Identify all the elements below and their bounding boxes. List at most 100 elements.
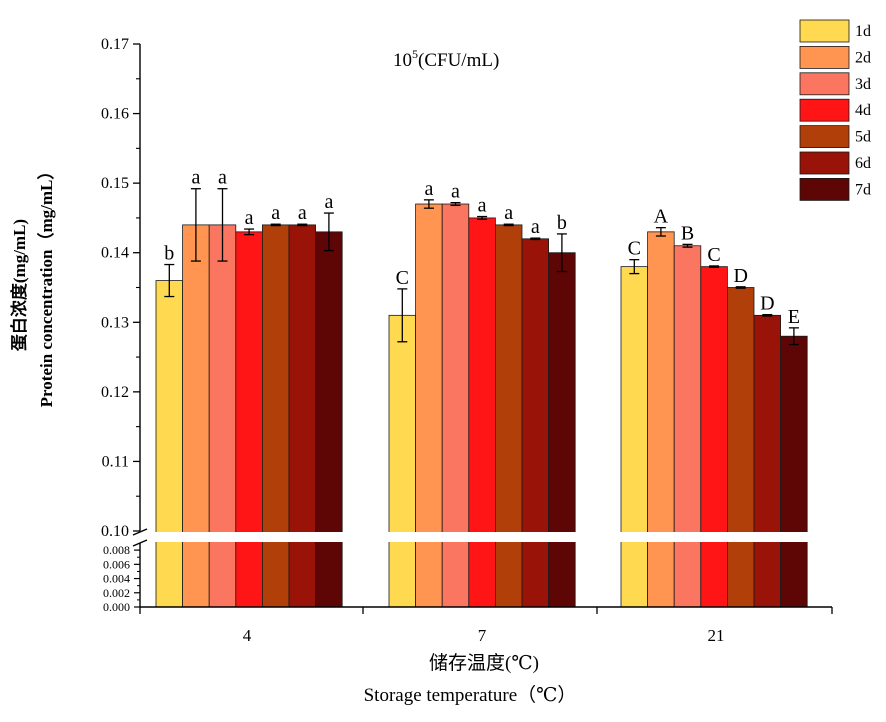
x-tick-label: 7 (478, 626, 487, 645)
bar (468, 217, 496, 608)
bar (673, 245, 702, 608)
bar (208, 224, 237, 608)
error-bar (629, 259, 640, 275)
y-axis-label-en: Protein concentration（mg/mL） (36, 163, 56, 408)
y-tick-label: 0.16 (101, 106, 129, 123)
bar (182, 224, 210, 608)
significance-label: a (504, 202, 513, 224)
error-bar (735, 286, 746, 289)
y-tick-label: 0.17 (101, 36, 129, 53)
error-bar (270, 223, 281, 227)
legend-label: 3d (855, 76, 871, 93)
bar (155, 280, 184, 608)
error-bar (323, 212, 334, 252)
legend-swatch (799, 46, 850, 69)
error-bar (762, 313, 773, 317)
bar (780, 335, 808, 608)
error-bar (503, 223, 514, 227)
x-tick-label: 21 (708, 626, 725, 645)
error-bar (477, 215, 488, 220)
legend: 1d 2d 3d 4d 5d 6d 7d (799, 19, 871, 201)
legend-label: 4d (855, 102, 871, 119)
legend-label: 6d (855, 155, 871, 172)
significance-label: a (324, 191, 333, 213)
x-tick-label: 4 (243, 626, 252, 645)
error-bar (217, 188, 228, 262)
legend-swatch (799, 125, 850, 148)
error-bar (682, 243, 693, 248)
error-bar (556, 233, 567, 273)
legend-swatch (799, 19, 850, 43)
error-bar (530, 237, 541, 241)
significance-label: D (760, 293, 774, 315)
y-tick-label: 0.008 (103, 543, 130, 557)
significance-label: C (707, 244, 720, 266)
bar (620, 266, 649, 608)
y-tick-label: 0.13 (101, 314, 129, 331)
significance-label: D (733, 265, 747, 287)
bar (415, 203, 443, 608)
bar (647, 231, 675, 608)
axis-break-mark (132, 528, 148, 536)
y-tick-label: 0.000 (103, 600, 130, 614)
legend-swatch (799, 72, 850, 96)
bar (548, 252, 576, 608)
axis-break-mark (132, 539, 148, 547)
error-bar (709, 265, 720, 268)
legend-label: 1d (855, 23, 871, 40)
significance-label: a (451, 181, 460, 203)
bar (288, 224, 317, 608)
x-axis-label-en: Storage temperature（℃） (364, 684, 577, 706)
significance-label: a (245, 207, 254, 229)
x-axis-label-cn: 储存温度(℃) (429, 652, 539, 674)
error-bar (788, 327, 799, 346)
significance-label: C (628, 238, 641, 260)
error-bar (423, 199, 434, 209)
error-bar (655, 227, 666, 237)
significance-label: a (531, 216, 540, 238)
y-tick-label: 0.12 (101, 384, 129, 401)
y-axis-label-cn: 蛋白浓度(mg/mL) (9, 219, 29, 351)
legend-swatch (799, 98, 850, 122)
significance-label: A (654, 206, 669, 228)
significance-label: a (218, 167, 227, 189)
bar (700, 266, 728, 608)
error-bar (397, 288, 408, 343)
legend-swatch (799, 151, 850, 175)
bar (494, 224, 523, 608)
bar (521, 238, 550, 608)
significance-label: C (396, 267, 409, 289)
y-tick-label: 0.11 (102, 453, 129, 470)
bar (315, 231, 343, 608)
significance-label: a (478, 195, 487, 217)
bar (441, 203, 470, 608)
y-tick-label: 0.002 (103, 586, 130, 600)
significance-label: E (788, 306, 800, 328)
chart-title: 105(CFU/mL) (393, 47, 499, 71)
significance-label: a (298, 202, 307, 224)
error-bar (450, 201, 461, 207)
error-bar (244, 228, 255, 236)
bar (261, 224, 290, 608)
bar (727, 287, 755, 608)
y-tick-label: 0.15 (101, 175, 129, 192)
y-tick-label: 0.004 (103, 572, 130, 586)
bar (388, 314, 417, 608)
significance-label: a (424, 178, 433, 200)
error-bar (164, 263, 175, 298)
significance-label: B (681, 222, 694, 244)
axis-break-gap (141, 532, 833, 542)
legend-label: 5d (855, 129, 871, 146)
significance-label: a (191, 167, 200, 189)
axes-layer: 0.100.110.120.130.140.150.160.170.0000.0… (101, 36, 833, 645)
error-bar (190, 188, 201, 262)
y-tick-label: 0.10 (101, 523, 129, 540)
significance-label: b (557, 212, 567, 234)
legend-label: 7d (855, 181, 871, 198)
significance-label: a (271, 202, 280, 224)
legend-swatch (799, 177, 850, 201)
significance-label: b (164, 243, 174, 265)
error-bar (297, 223, 308, 227)
bar (753, 314, 782, 608)
